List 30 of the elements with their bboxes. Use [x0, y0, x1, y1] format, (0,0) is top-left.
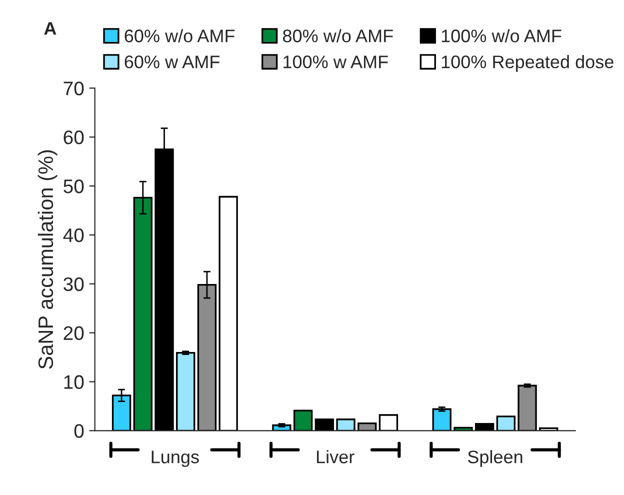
bar — [218, 196, 238, 431]
bar — [474, 422, 494, 431]
chart-title: A — [44, 22, 56, 35]
y-tick-label: 70 — [64, 82, 84, 96]
bar — [176, 352, 196, 431]
y-tick-label: 10 — [64, 375, 84, 389]
y-tick-label: 60 — [64, 130, 84, 144]
bar — [432, 408, 452, 431]
bar — [358, 422, 377, 431]
bar — [336, 418, 356, 431]
legend-label: 100% Repeated dose — [442, 55, 614, 72]
y-axis-title: SaNP accumulation (%) — [38, 150, 58, 369]
bar — [496, 416, 516, 431]
y-tick-label: 40 — [63, 228, 84, 242]
bar — [518, 384, 537, 431]
x-tick-label: Spleen — [468, 450, 522, 467]
y-tick-label: 0 — [74, 424, 84, 438]
legend-label: 100% w AMF — [284, 56, 388, 68]
legend-label: 100% w/o AMF — [442, 29, 562, 42]
bar — [378, 414, 398, 431]
y-tick-label: 20 — [64, 326, 84, 340]
bar — [293, 410, 313, 431]
x-tick-label: Liver — [317, 450, 354, 464]
legend-label: 60% w AMF — [124, 56, 220, 68]
x-tick-label: Lungs — [152, 450, 199, 467]
y-tick-label: 30 — [64, 277, 84, 292]
y-tick-label: 50 — [64, 179, 84, 194]
bar — [314, 418, 334, 431]
legend-label: 60% w/o AMF — [124, 29, 235, 42]
legend-label: 80% w/o AMF — [283, 29, 393, 42]
